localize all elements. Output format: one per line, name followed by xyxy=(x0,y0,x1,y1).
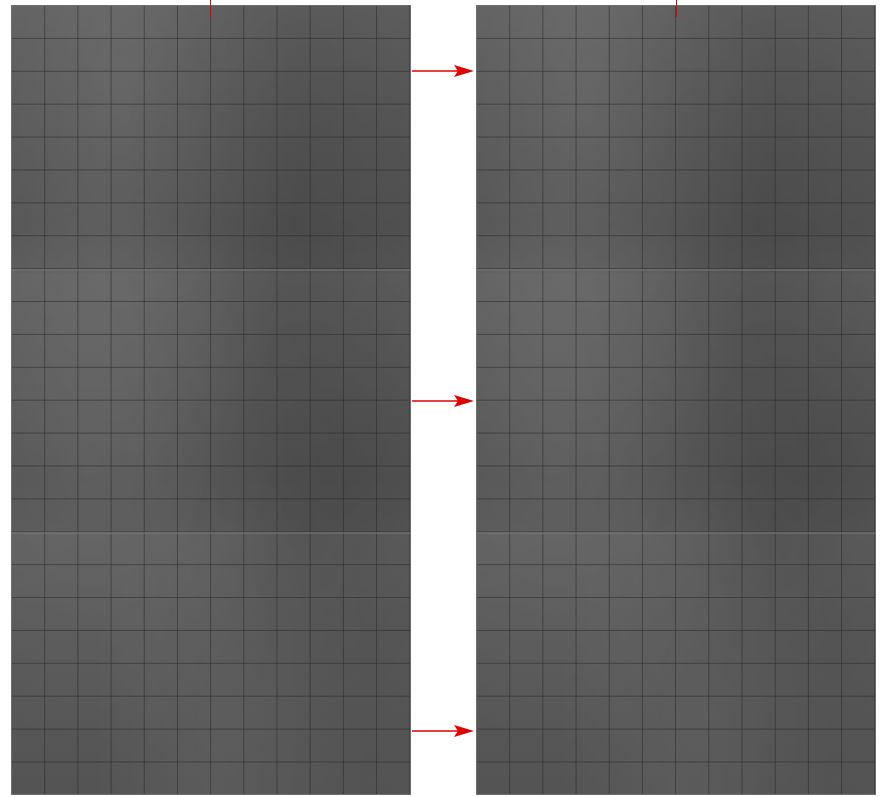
tile-grid xyxy=(477,6,875,794)
tile-grid xyxy=(12,6,410,794)
arrow-right-icon xyxy=(412,65,474,77)
left-image-panel xyxy=(11,5,411,795)
block-seam xyxy=(12,532,410,534)
top-marker-left xyxy=(210,0,211,17)
arrow-right-icon xyxy=(412,725,474,737)
block-seam xyxy=(477,532,875,534)
block-seam xyxy=(477,269,875,271)
right-image-panel xyxy=(476,5,876,795)
top-marker-right xyxy=(676,0,677,17)
arrow-right-icon xyxy=(412,395,474,407)
block-seam xyxy=(12,269,410,271)
